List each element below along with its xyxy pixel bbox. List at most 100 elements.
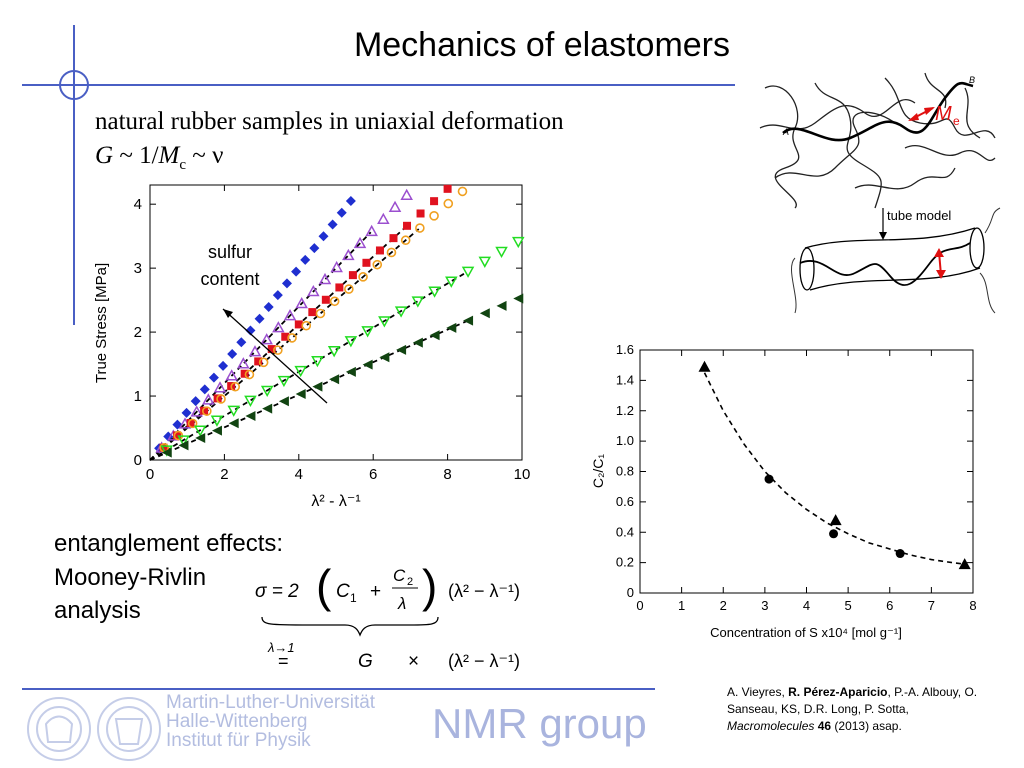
data-point [300, 254, 311, 265]
data-point [291, 266, 302, 277]
ref-year: (2013) asap. [831, 719, 902, 733]
x-tick-label: 10 [514, 466, 531, 483]
eq-c1: C [336, 581, 350, 602]
data-point [430, 197, 439, 206]
x-tick-label-2: 7 [928, 598, 935, 613]
data-point [330, 260, 343, 273]
data-point [236, 337, 247, 348]
y-tick-label-2: 0.8 [616, 464, 634, 479]
circle-point [829, 529, 839, 539]
entanglement-line3: analysis [54, 597, 141, 624]
eq-strain-2: (λ² − λ⁻¹) [448, 651, 520, 671]
tube-end-left [799, 247, 815, 291]
eq-c2-sub: 2 [407, 576, 413, 588]
data-point [372, 259, 383, 270]
data-point [200, 406, 209, 415]
data-point [362, 359, 373, 370]
data-point [244, 369, 255, 380]
data-point [159, 443, 168, 452]
data-point [353, 236, 367, 249]
data-point [208, 372, 219, 383]
data-point [344, 336, 358, 348]
triangle-point [698, 360, 711, 372]
data-point [267, 345, 276, 354]
data-point [394, 306, 408, 318]
data-point [228, 418, 239, 429]
data-point [342, 248, 355, 261]
x-tick-label: 0 [146, 466, 154, 483]
me-arrow-head-2 [924, 107, 935, 115]
data-point [445, 276, 458, 288]
data-point [308, 308, 317, 317]
nu-relation: ~ ν [186, 142, 224, 169]
data-point [260, 333, 273, 345]
uni-line1: Martin-Luther-Universität [166, 692, 376, 713]
sulfur-arrow [222, 308, 328, 404]
data-point [225, 369, 238, 381]
data-point [254, 313, 265, 324]
data-point [186, 419, 195, 428]
data-point [412, 337, 423, 348]
data-point [295, 388, 306, 399]
eq-limit: λ→1 [267, 640, 295, 655]
x-tick-label-2: 2 [720, 598, 727, 613]
data-point [416, 209, 425, 218]
y-tick-label: 3 [134, 260, 142, 277]
x-tick-label: 8 [443, 466, 451, 483]
g-relation: ~ 1/ [113, 142, 159, 169]
data-point [287, 333, 297, 343]
data-point [378, 316, 391, 328]
data-point [495, 246, 508, 259]
data-point [361, 326, 374, 338]
data-point [345, 195, 356, 206]
data-point [195, 432, 206, 443]
content-label: content [200, 269, 259, 289]
data-point [216, 394, 226, 404]
mooney-rivlin-chart: 0 1 2 3 4 5 6 7 8 0 0.2 0.4 0.6 0.8 1.0 1.2 1.4 1.6 Conce… [590, 342, 977, 640]
data-point [181, 407, 192, 418]
group-name: NMR group [432, 700, 647, 747]
y-axis-label: True Stress [MPa] [93, 263, 110, 383]
data-point [245, 325, 256, 336]
data-point [294, 365, 307, 378]
chain-label-a: A [782, 127, 789, 137]
data-point [202, 406, 212, 416]
data-point [301, 320, 312, 331]
data-point [315, 308, 326, 319]
eq-underbrace [261, 616, 439, 637]
neighbor-chain-3 [979, 272, 996, 314]
eq-g: G [358, 651, 373, 672]
data-point [278, 396, 289, 407]
ref-authors-1: A. Vieyres, [727, 685, 789, 699]
data-point [415, 223, 425, 233]
data-point [329, 374, 340, 385]
x-tick-label: 4 [295, 466, 303, 483]
university-name: Martin-Luther-Universität Halle-Wittenbe… [166, 693, 375, 750]
data-point [248, 345, 262, 357]
data-point [272, 290, 283, 301]
data-point [244, 395, 257, 407]
confined-chain [799, 242, 971, 286]
slide-title: Mechanics of elastomers [353, 26, 730, 64]
tube-top [804, 227, 976, 249]
uni-line3: Institut für Physik [166, 730, 311, 751]
data-point [309, 243, 320, 254]
data-point [403, 221, 412, 230]
ref-author-bold: R. Pérez-Aparicio [788, 685, 888, 699]
data-point [190, 396, 201, 407]
x-axis-label: λ² - λ⁻¹ [311, 493, 360, 510]
data-point [262, 403, 273, 414]
data-point [321, 295, 330, 304]
data-point [429, 330, 440, 341]
data-point [496, 300, 507, 311]
data-point [329, 296, 340, 307]
data-point [375, 246, 384, 255]
data-point [307, 284, 320, 297]
data-point [213, 381, 227, 393]
x-tick-label-2: 0 [636, 598, 643, 613]
data-point [327, 219, 338, 230]
data-point [478, 256, 492, 268]
x-tick-label-2: 6 [886, 598, 893, 613]
data-point [377, 212, 390, 225]
